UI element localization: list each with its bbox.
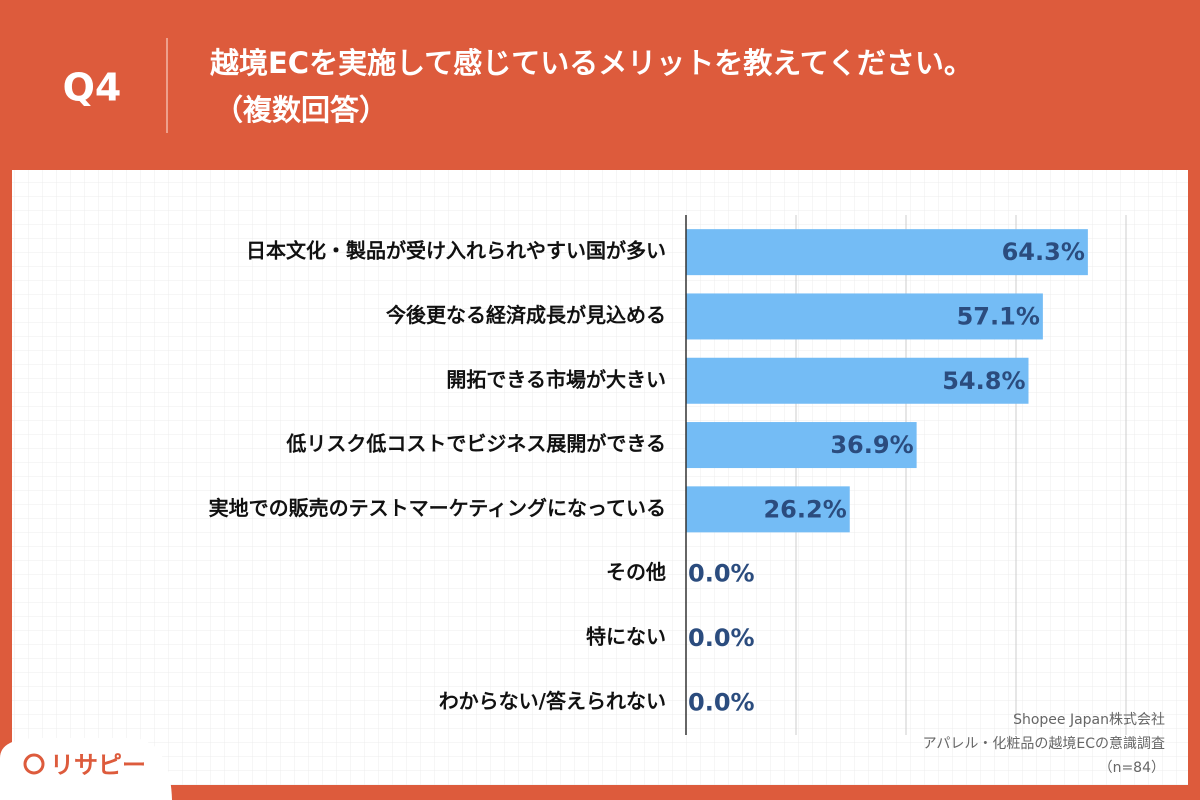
data-label: 0.0% [688,624,755,652]
logo-icon [23,753,45,775]
chart-subtitle: （複数回答） [214,93,388,127]
y-tick-label: その他 [606,560,666,584]
chart-title: 越境ECを実施して感じているメリットを教えてください。 [210,46,973,80]
y-tick-label: 開拓できる市場が大きい [446,367,666,391]
bar [686,229,1088,276]
bar [686,422,917,469]
y-tick-label: 特にない [586,624,666,648]
source-note: （n=84） [1099,760,1165,776]
bar [686,486,850,533]
y-tick-label: 日本文化・製品が受け入れられやすい国が多い [246,239,666,263]
y-tick-label: 実地での販売のテストマーケティングになっている [209,496,666,520]
bar [686,357,1029,404]
bar [686,293,1043,340]
source-note: アパレル・化粧品の越境ECの意識調査 [923,735,1165,752]
source-note: Shopee Japan株式会社 [1013,712,1165,728]
y-tick-label: わからない/答えられない [439,689,666,713]
logo-shape [0,738,172,800]
data-label: 0.0% [688,560,755,588]
y-tick-label: 今後更なる経済成長が見込める [386,303,666,327]
data-label: 36.9% [830,431,913,459]
data-label: 0.0% [688,688,755,716]
data-label: 26.2% [763,495,846,523]
y-tick-label: 低リスク低コストでビジネス展開ができる [285,432,666,456]
data-label: 57.1% [957,302,1040,330]
question-number: Q4 [63,66,122,110]
logo: リサピー [50,751,146,779]
data-label: 64.3% [1002,238,1085,266]
data-label: 54.8% [942,367,1025,395]
